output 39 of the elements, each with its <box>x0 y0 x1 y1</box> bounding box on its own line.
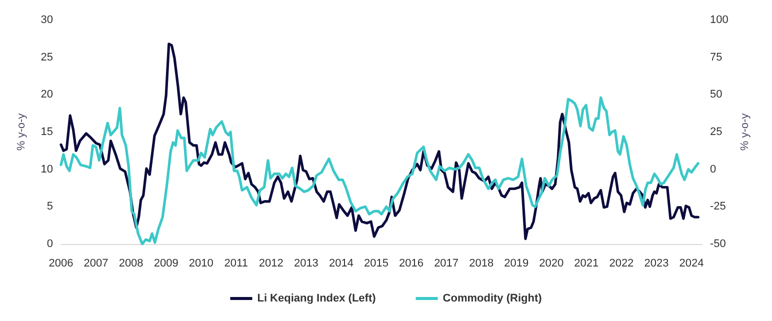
x-tick-label: 2009 <box>154 258 178 270</box>
x-tick-label: 2007 <box>84 258 108 270</box>
x-tick-label: 2006 <box>48 258 74 270</box>
x-tick-label: 2013 <box>294 258 318 270</box>
x-tick-label: 2016 <box>399 258 424 270</box>
y-tick-label: 20 <box>40 88 53 101</box>
y-tick-label: 25 <box>40 51 53 64</box>
y-axis-title: % y-o-y <box>16 112 28 151</box>
y2-tick-label: 0 <box>710 163 716 176</box>
y2-tick-label: -25 <box>710 200 726 213</box>
y-tick-label: 15 <box>40 126 53 138</box>
x-tick-label: 2011 <box>224 258 248 270</box>
line-series <box>60 96 700 246</box>
y-tick-label: 10 <box>40 163 53 176</box>
legend-label: Li Keqiang Index (Left) <box>257 292 376 304</box>
x-tick-label: 2012 <box>258 258 284 270</box>
x-tick-label: 2020 <box>539 258 564 270</box>
x-tick-label: 2019 <box>504 258 529 270</box>
x-tick-label: 2017 <box>434 258 459 270</box>
x-tick-label: 2023 <box>644 258 669 270</box>
y2-tick-label: -50 <box>710 238 726 250</box>
x-tick-label: 2022 <box>609 258 634 270</box>
legend-label: Commodity (Right) <box>442 292 542 304</box>
line-series <box>60 42 700 240</box>
y2-tick-label: 100 <box>710 14 728 26</box>
y-tick-label: 0 <box>46 238 53 250</box>
x-tick-label: 2010 <box>188 258 214 270</box>
y-tick-label: 5 <box>46 200 53 213</box>
x-tick-label: 2018 <box>469 258 494 270</box>
x-tick-label: 2021 <box>574 258 599 270</box>
y2-tick-label: 50 <box>710 88 722 101</box>
y2-tick-label: 75 <box>710 51 722 64</box>
y-tick-label: 30 <box>40 14 53 26</box>
y2-tick-label: 25 <box>710 126 722 138</box>
x-tick-label: 2008 <box>118 258 144 270</box>
x-tick-label: 2024 <box>679 258 704 270</box>
x-tick-label: 2014 <box>328 258 354 270</box>
x-tick-label: 2015 <box>364 258 388 270</box>
y2-axis-title: % y-o-y <box>738 112 751 151</box>
